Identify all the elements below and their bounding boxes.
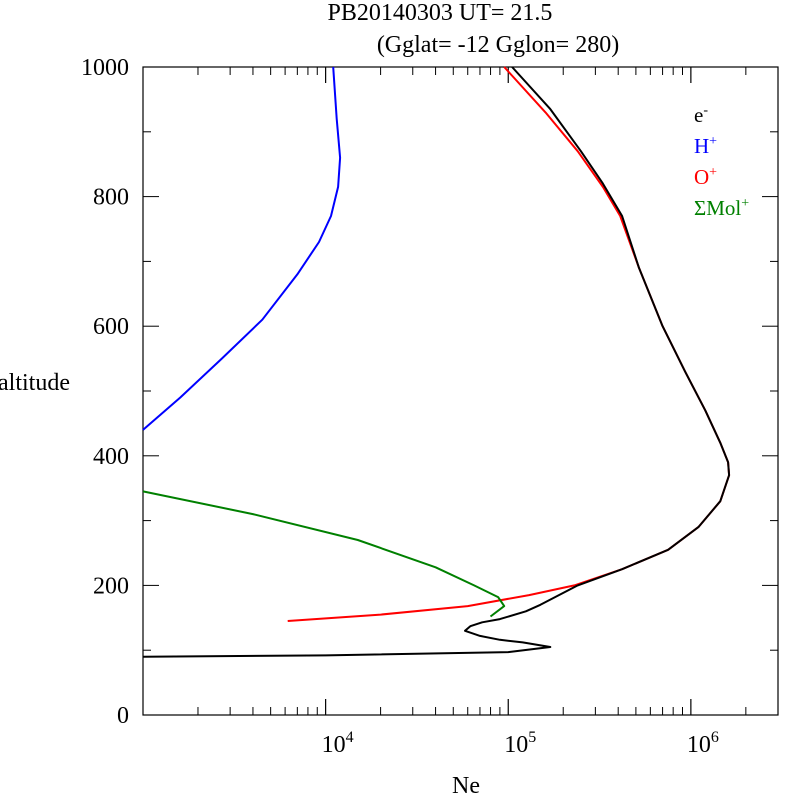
legend-label: e	[694, 103, 703, 127]
x-tick-label: 105	[504, 729, 536, 758]
legend-superscript: +	[709, 134, 717, 149]
y-tick-label: 1000	[81, 55, 129, 81]
legend-superscript: +	[741, 196, 749, 211]
x-tick-base: 10	[322, 732, 346, 758]
legend-superscript: -	[703, 103, 708, 118]
x-tick-base: 10	[687, 732, 711, 758]
series-line-Mol	[142, 490, 506, 618]
plot-area	[142, 66, 779, 716]
x-tick-exponent: 4	[346, 729, 354, 746]
legend-entry-O: O+	[694, 165, 717, 189]
legend-label: H	[694, 134, 709, 158]
y-tick-label: 800	[93, 185, 129, 211]
series-group	[142, 66, 731, 658]
y-tick-label: 400	[93, 444, 129, 470]
x-tick-label: 106	[687, 729, 719, 758]
series-line-e	[142, 66, 731, 658]
x-axis-label: Ne	[452, 773, 480, 796]
legend-label: O	[694, 165, 709, 189]
y-tick-label: 0	[117, 703, 129, 729]
legend-entry-Mol: ΣMol+	[694, 196, 749, 220]
legend: e-H+O+ΣMol+	[694, 103, 749, 220]
chart-title: PB20140303 UT= 21.5	[328, 0, 553, 26]
legend-superscript: +	[709, 165, 717, 180]
chart-subtitle: (Gglat= -12 Gglon= 280)	[377, 32, 619, 58]
x-tick-exponent: 6	[711, 729, 719, 746]
legend-entry-H: H+	[694, 134, 717, 158]
x-tick-base: 10	[504, 732, 528, 758]
y-tick-label: 600	[93, 314, 129, 340]
series-line-O	[287, 66, 731, 622]
series-line-H	[142, 66, 342, 431]
y-tick-label: 200	[93, 573, 129, 599]
legend-label: ΣMol	[694, 196, 741, 220]
x-tick-exponent: 5	[528, 729, 536, 746]
x-tick-label: 104	[322, 729, 354, 758]
legend-entry-e: e-	[694, 103, 708, 127]
y-axis-label: altitude	[0, 370, 70, 396]
